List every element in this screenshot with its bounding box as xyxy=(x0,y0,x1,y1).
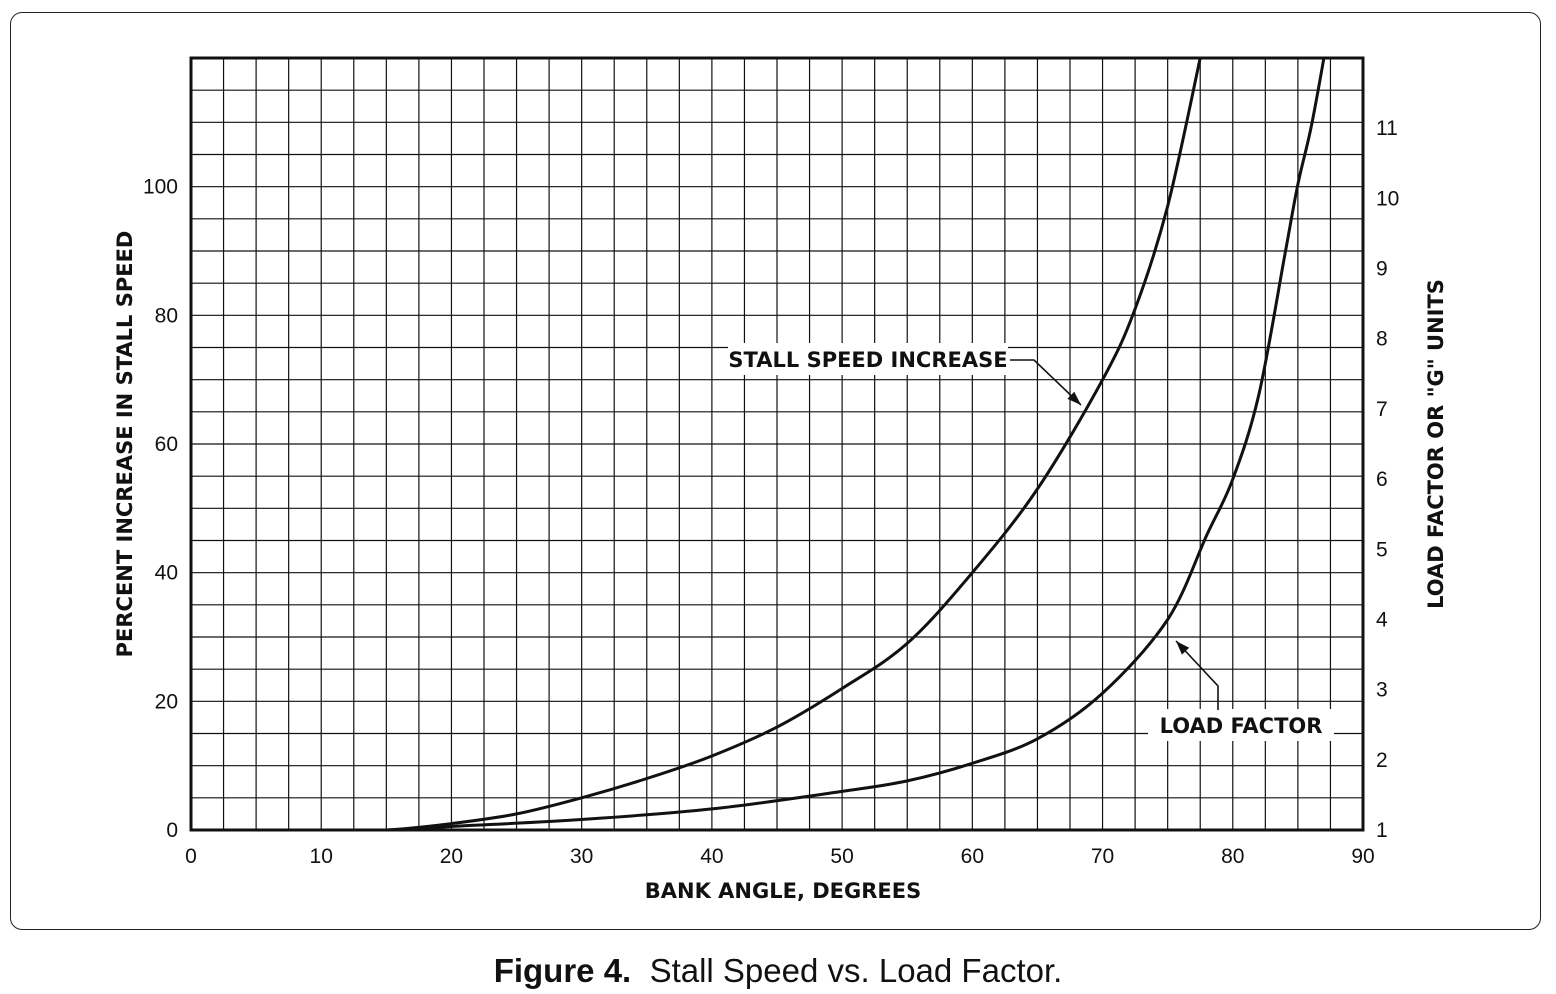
x-tick-label: 60 xyxy=(961,845,984,868)
right-y-tick-label: 11 xyxy=(1376,117,1398,140)
right-y-tick-label: 4 xyxy=(1376,608,1388,631)
x-axis-title: BANK ANGLE, DEGREES xyxy=(645,879,922,903)
stall-speed-arrowhead xyxy=(1067,391,1081,405)
stall-speed-label: STALL SPEED INCREASE xyxy=(728,348,1007,372)
plot-border xyxy=(189,56,1365,832)
figure-frame xyxy=(10,12,1541,930)
load-factor-label-background xyxy=(1148,709,1334,741)
right-y-axis-title: LOAD FACTOR OR "G" UNITS xyxy=(1424,279,1448,609)
stall-speed-callout: STALL SPEED INCREASE xyxy=(728,343,1082,406)
right-y-tick-label: 7 xyxy=(1376,398,1388,421)
right-y-tick-label: 8 xyxy=(1376,328,1388,351)
figure-caption-text: Stall Speed vs. Load Factor. xyxy=(649,952,1063,989)
x-tick-label: 90 xyxy=(1351,845,1374,868)
load-factor-arrowhead xyxy=(1176,641,1190,655)
right-y-tick-label: 1 xyxy=(1376,819,1388,842)
figure-caption-label: Figure 4. xyxy=(493,952,632,989)
left-y-tick-label: 80 xyxy=(155,304,178,327)
left-y-tick-label: 100 xyxy=(143,176,178,199)
x-tick-label: 10 xyxy=(310,845,333,868)
x-tick-label: 40 xyxy=(700,845,723,868)
load-factor-leader-line xyxy=(1175,640,1219,710)
left-y-tick-label: 60 xyxy=(155,433,178,456)
right-y-axis-ticks: 1 2 3 4 5 6 7 8 9 10 11 xyxy=(1376,117,1399,842)
stall-speed-leader-line xyxy=(1010,359,1082,406)
left-y-tick-label: 20 xyxy=(155,690,178,713)
stall-speed-increase-line xyxy=(191,58,1202,830)
right-y-tick-label: 6 xyxy=(1376,468,1388,491)
x-tick-label: 50 xyxy=(830,845,853,868)
right-y-tick-label: 10 xyxy=(1376,187,1399,210)
series-lines xyxy=(191,58,1326,830)
x-axis-ticks: 0 10 20 30 40 50 60 70 80 90 xyxy=(185,845,1375,868)
right-y-tick-label: 3 xyxy=(1376,679,1388,702)
left-y-tick-label: 0 xyxy=(166,819,178,842)
x-tick-label: 30 xyxy=(570,845,593,868)
right-y-tick-label: 5 xyxy=(1376,538,1388,561)
left-y-tick-label: 40 xyxy=(155,562,178,585)
load-factor-line xyxy=(191,58,1326,830)
x-tick-label: 0 xyxy=(185,845,197,868)
x-tick-label: 20 xyxy=(440,845,463,868)
left-y-axis-title: PERCENT INCREASE IN STALL SPEED xyxy=(113,231,137,658)
figure-caption: Figure 4. Stall Speed vs. Load Factor. xyxy=(0,952,1556,990)
x-tick-label: 70 xyxy=(1091,845,1114,868)
x-tick-label: 80 xyxy=(1221,845,1244,868)
left-y-axis-ticks: 0 20 40 60 80 100 xyxy=(143,176,178,842)
right-y-tick-label: 2 xyxy=(1376,749,1388,772)
stall-speed-label-background xyxy=(728,343,1008,375)
right-y-tick-label: 9 xyxy=(1376,258,1388,281)
grid xyxy=(191,58,1363,830)
load-factor-callout: LOAD FACTOR xyxy=(1148,640,1334,741)
load-factor-label: LOAD FACTOR xyxy=(1160,714,1323,738)
